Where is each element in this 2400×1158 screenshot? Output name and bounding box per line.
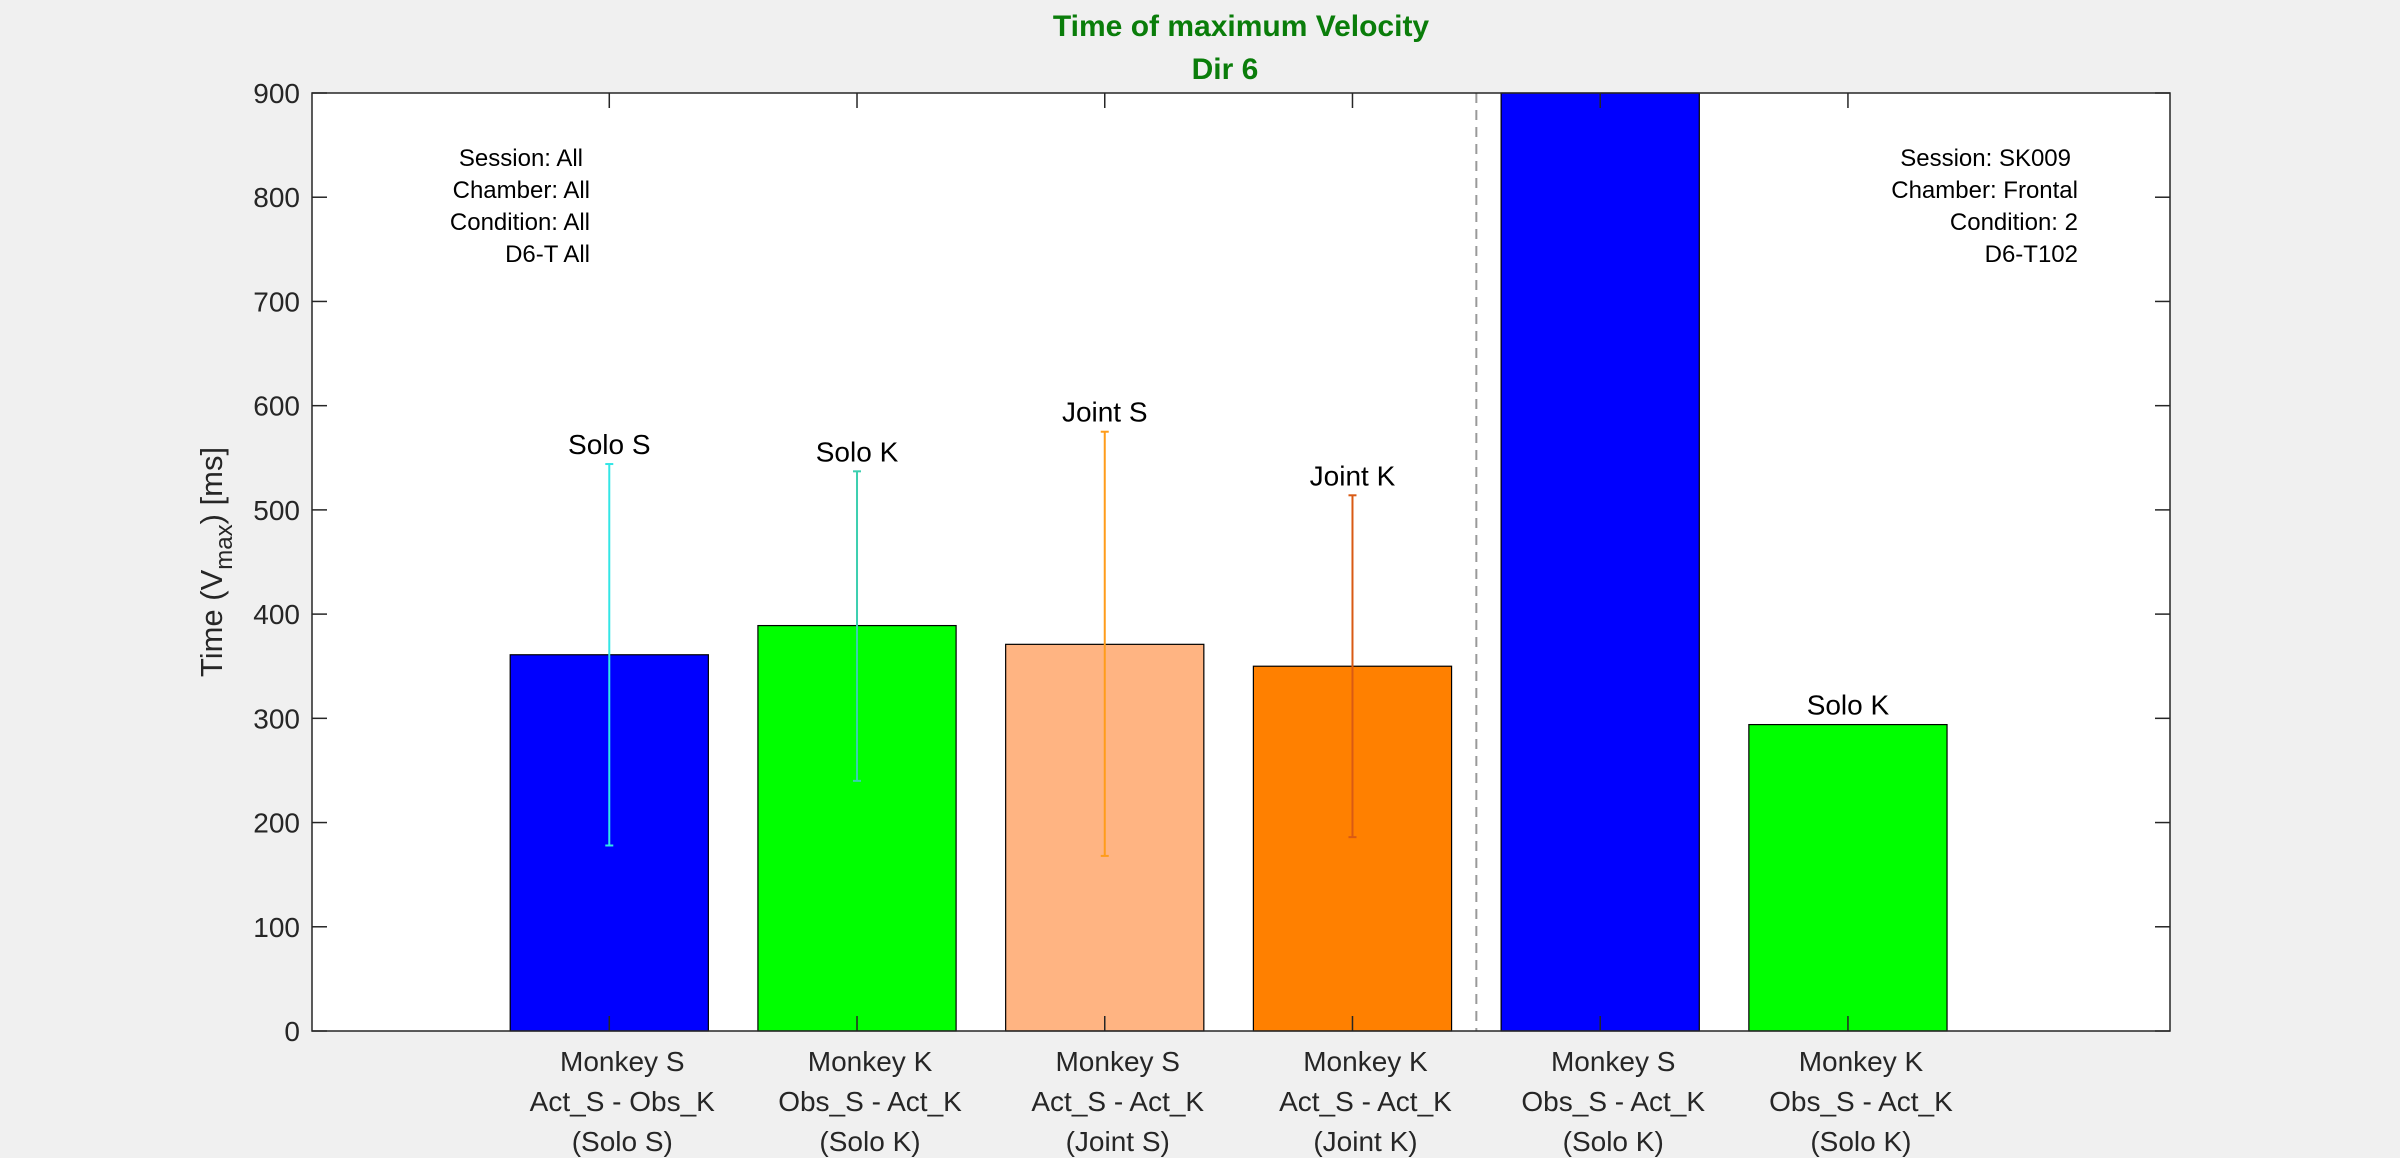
bar-label-1: Solo S	[568, 429, 651, 460]
x-tick-label-line: Obs_S - Act_K	[1769, 1086, 1953, 1117]
y-tick-label-0: 0	[284, 1016, 300, 1047]
y-tick-label-9: 900	[253, 78, 300, 109]
x-tick-label-line: Obs_S - Act_K	[778, 1086, 962, 1117]
x-tick-label-line: Obs_S - Act_K	[1521, 1086, 1705, 1117]
x-tick-label-line: (Solo K)	[1563, 1126, 1664, 1157]
y-tick-label-6: 600	[253, 391, 300, 422]
annotation-line: Condition: 2	[1950, 209, 2078, 236]
x-tick-label-line: Act_S - Act_K	[1279, 1086, 1452, 1117]
y-axis-label: Time (Vmax) [ms]	[194, 447, 238, 677]
y-axis-label-suffix: ) [ms]	[194, 447, 229, 525]
bar-label-4: Joint K	[1310, 460, 1396, 491]
annotation-line: Chamber: All	[453, 177, 590, 204]
y-tick-label-3: 300	[253, 703, 300, 734]
y-tick-label-7: 700	[253, 286, 300, 317]
y-axis-label-subscript: max	[211, 524, 238, 569]
annotations-layer: Session: All Chamber: All Condition: All D6…	[450, 145, 2078, 268]
annotation-line: D6-T102	[1985, 241, 2078, 268]
errorbars-layer	[605, 430, 1357, 857]
annotation-line: Session: SK009	[1900, 145, 2071, 172]
x-tick-label-4: Monkey K Act_S - Act_K (Joint K)	[1279, 1046, 1452, 1157]
plot-frame	[311, 92, 2171, 1032]
chart-title: Time of maximum Velocity	[1053, 10, 1430, 43]
x-tick-label-line: Monkey K	[808, 1046, 933, 1077]
annotation-line: D6-T All	[505, 241, 590, 268]
x-tick-label-line: Monkey S	[560, 1046, 685, 1077]
x-tick-label-line: Monkey S	[1055, 1046, 1180, 1077]
x-tick-label-line: Act_S - Obs_K	[530, 1086, 716, 1117]
y-axis: 0 100 200 300 400 500 600 700 800 900	[253, 78, 2170, 1047]
bar-label-3: Joint S	[1062, 397, 1148, 428]
annotation-line: Chamber: Frontal	[1891, 177, 2078, 204]
bar-label-2: Solo K	[816, 436, 899, 467]
x-tick-label-2: Monkey K Obs_S - Act_K (Solo K)	[778, 1046, 962, 1157]
x-tick-label-5: Monkey S Obs_S - Act_K (Solo K)	[1521, 1046, 1705, 1157]
x-tick-label-line: Monkey S	[1551, 1046, 1676, 1077]
bar-5	[1500, 92, 1700, 1032]
y-tick-label-1: 100	[253, 912, 300, 943]
x-tick-label-line: (Solo K)	[819, 1126, 920, 1157]
y-tick-label-4: 400	[253, 599, 300, 630]
annotation-line: Condition: All	[450, 209, 590, 236]
bars-layer	[509, 92, 1948, 1032]
x-tick-label-6: Monkey K Obs_S - Act_K (Solo K)	[1769, 1046, 1953, 1157]
x-tick-label-1: Monkey S Act_S - Obs_K (Solo S)	[530, 1046, 716, 1157]
x-tick-label-line: Monkey K	[1799, 1046, 1924, 1077]
error-bar-1	[605, 463, 614, 847]
annotation-right: Session: SK009 Chamber: Frontal Condition:…	[1891, 145, 2078, 268]
annotation-line: Session: All	[459, 145, 583, 172]
chart-subtitle: Dir 6	[1192, 53, 1259, 86]
y-tick-label-8: 800	[253, 182, 300, 213]
bar-label-6: Solo K	[1807, 690, 1890, 721]
annotation-left: Session: All Chamber: All Condition: All D6…	[450, 145, 590, 268]
x-tick-label-line: (Solo K)	[1810, 1126, 1911, 1157]
error-bar-2	[853, 470, 862, 782]
y-axis-label-prefix: Time (V	[194, 569, 229, 677]
bar-labels-layer: Solo S Solo K Joint S Joint K Solo K	[568, 397, 1889, 721]
x-tick-label-line: Act_S - Act_K	[1031, 1086, 1204, 1117]
x-tick-label-line: (Solo S)	[572, 1126, 673, 1157]
x-tick-label-line: (Joint S)	[1066, 1126, 1170, 1157]
x-tick-label-line: Monkey K	[1303, 1046, 1428, 1077]
x-tick-label-line: (Joint K)	[1313, 1126, 1417, 1157]
error-bar-3	[1100, 430, 1109, 857]
x-tick-label-3: Monkey S Act_S - Act_K (Joint S)	[1031, 1046, 1204, 1157]
y-tick-label-5: 500	[253, 495, 300, 526]
bar-6	[1748, 723, 1948, 1032]
error-bar-4	[1348, 494, 1357, 839]
y-tick-label-2: 200	[253, 808, 300, 839]
x-axis: Monkey S Act_S - Obs_K (Solo S) Monkey K Obs…	[530, 93, 1953, 1157]
